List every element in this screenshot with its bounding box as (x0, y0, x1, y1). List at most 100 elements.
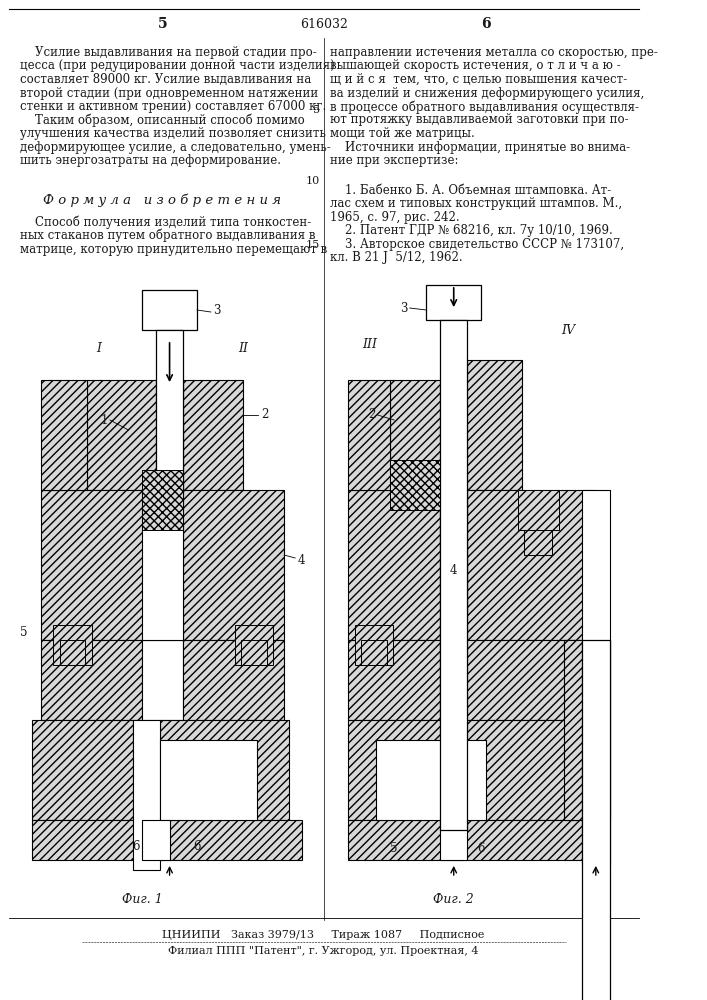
Bar (426, 285, 481, 320)
Text: 2: 2 (368, 408, 376, 422)
Text: III: III (362, 338, 377, 352)
Bar (41, 380, 87, 490)
Text: вышающей скорость истечения, о т л и ч а ю -: вышающей скорость истечения, о т л и ч а… (330, 60, 621, 73)
Text: 5: 5 (390, 842, 398, 854)
Bar (160, 740, 257, 820)
Bar (440, 640, 467, 720)
Text: лас схем и типовых конструкций штампов. М.,: лас схем и типовых конструкций штампов. … (330, 197, 622, 210)
Bar (142, 490, 183, 640)
Bar (467, 720, 605, 820)
Bar (142, 470, 183, 530)
Text: цесса (при редуцировании донной части изделия): цесса (при редуцировании донной части из… (21, 60, 335, 73)
Bar (349, 640, 440, 720)
Text: 1965, с. 97, рис. 242.: 1965, с. 97, рис. 242. (330, 211, 460, 224)
Bar (156, 330, 183, 490)
Bar (183, 380, 243, 490)
Bar (142, 290, 197, 330)
Bar (349, 490, 440, 640)
Bar (235, 625, 273, 665)
Bar (349, 720, 440, 820)
Text: 2: 2 (262, 408, 269, 422)
Text: щ и й с я  тем, что, с целью повышения качест-: щ и й с я тем, что, с целью повышения ка… (330, 73, 627, 86)
Text: ют протяжку выдавливаемой заготовки при по-: ют протяжку выдавливаемой заготовки при … (330, 113, 629, 126)
Text: Таким образом, описанный способ помимо: Таким образом, описанный способ помимо (21, 113, 305, 127)
Text: Усилие выдавливания на первой стадии про-: Усилие выдавливания на первой стадии про… (21, 46, 317, 59)
Bar (440, 320, 467, 830)
Text: Способ получения изделий типа тонкостен-: Способ получения изделий типа тонкостен- (21, 216, 311, 229)
Text: составляет 89000 кг. Усилие выдавливания на: составляет 89000 кг. Усилие выдавливания… (21, 73, 311, 86)
Text: ние при экспертизе:: ние при экспертизе: (330, 154, 458, 167)
Bar (349, 380, 390, 490)
Bar (59, 640, 86, 665)
Bar (355, 625, 393, 665)
Bar (563, 640, 609, 820)
Text: IV: IV (561, 324, 575, 336)
Text: 2. Патент ГДР № 68216, кл. 7у 10/10, 1969.: 2. Патент ГДР № 68216, кл. 7у 10/10, 196… (330, 224, 613, 237)
Text: Источники информации, принятые во внима-: Источники информации, принятые во внима- (330, 140, 630, 153)
Text: 5: 5 (158, 17, 167, 31)
Text: 6: 6 (193, 840, 201, 854)
Text: 3: 3 (400, 302, 408, 314)
Text: матрице, которую принудительно перемещают в: матрице, которую принудительно перемещаю… (21, 242, 327, 255)
Text: 3. Авторское свидетельство СССР № 173107,: 3. Авторское свидетельство СССР № 173107… (330, 238, 624, 251)
Text: 15: 15 (305, 240, 320, 250)
Text: улучшения качества изделий позволяет снизить: улучшения качества изделий позволяет сни… (21, 127, 326, 140)
Bar (582, 490, 609, 865)
Text: в процессе обратного выдавливания осуществля-: в процессе обратного выдавливания осущес… (330, 100, 639, 113)
Bar (440, 820, 467, 860)
Bar (160, 720, 288, 820)
Text: направлении истечения металла со скоростью, пре-: направлении истечения металла со скорост… (330, 46, 658, 59)
Bar (32, 820, 303, 860)
Text: 10: 10 (305, 176, 320, 186)
Bar (87, 380, 156, 490)
Bar (53, 625, 92, 665)
Text: 1: 1 (101, 414, 108, 426)
Text: второй стадии (при одновременном натяжении: второй стадии (при одновременном натяжен… (21, 87, 318, 100)
Text: 4: 4 (298, 554, 305, 566)
Text: 1. Бабенко Б. А. Объемная штамповка. Ат-: 1. Бабенко Б. А. Объемная штамповка. Ат- (330, 184, 612, 197)
Text: 6: 6 (132, 840, 139, 854)
Bar (390, 380, 440, 490)
Bar (376, 740, 486, 820)
Bar (467, 640, 596, 720)
Text: деформирующее усилие, а следовательно, умень-: деформирующее усилие, а следовательно, у… (21, 140, 331, 153)
Bar (183, 640, 284, 720)
Text: II: II (238, 342, 248, 355)
Bar (41, 640, 142, 720)
Bar (183, 490, 284, 640)
Text: ных стаканов путем обратного выдавливания в: ных стаканов путем обратного выдавливани… (21, 229, 315, 242)
Bar (390, 460, 440, 510)
Text: кл. В 21 J  5/12, 1962.: кл. В 21 J 5/12, 1962. (330, 251, 462, 264)
Bar (142, 820, 170, 860)
Bar (142, 640, 183, 720)
Text: 616032: 616032 (300, 17, 348, 30)
Bar (440, 490, 467, 640)
Text: Фиг. 1: Фиг. 1 (122, 893, 163, 906)
Text: Филиал ППП "Патент", г. Ужгород, ул. Проектная, 4: Филиал ППП "Патент", г. Ужгород, ул. Про… (168, 946, 479, 956)
Bar (518, 490, 559, 530)
Text: 6: 6 (481, 17, 491, 31)
Bar (467, 360, 522, 490)
Text: ЦНИИПИ   Заказ 3979/13     Тираж 1087     Подписное: ЦНИИПИ Заказ 3979/13 Тираж 1087 Подписно… (163, 930, 485, 940)
Bar (133, 720, 160, 870)
Text: мощи той же матрицы.: мощи той же матрицы. (330, 127, 474, 140)
Text: ва изделий и снижения деформирующего усилия,: ва изделий и снижения деформирующего уси… (330, 87, 644, 100)
Text: 5: 5 (312, 105, 320, 115)
Text: 5: 5 (20, 626, 28, 639)
Bar (32, 720, 133, 820)
Bar (467, 490, 596, 640)
Text: 3: 3 (213, 304, 220, 316)
Text: стенки и активном трении) составляет 67000 кг.: стенки и активном трении) составляет 670… (21, 100, 327, 113)
Text: Ф о р м у л а   и з о б р е т е н и я: Ф о р м у л а и з о б р е т е н и я (43, 194, 281, 207)
Text: шить энергозатраты на деформирование.: шить энергозатраты на деформирование. (21, 154, 281, 167)
Bar (582, 640, 609, 1000)
Bar (241, 640, 267, 665)
Text: Фиг. 2: Фиг. 2 (433, 893, 474, 906)
Text: I: I (96, 342, 102, 355)
Bar (525, 530, 551, 555)
Bar (41, 490, 156, 640)
Text: 4: 4 (450, 564, 457, 576)
Bar (361, 640, 387, 665)
Text: 6: 6 (477, 842, 485, 854)
Bar (349, 820, 596, 860)
